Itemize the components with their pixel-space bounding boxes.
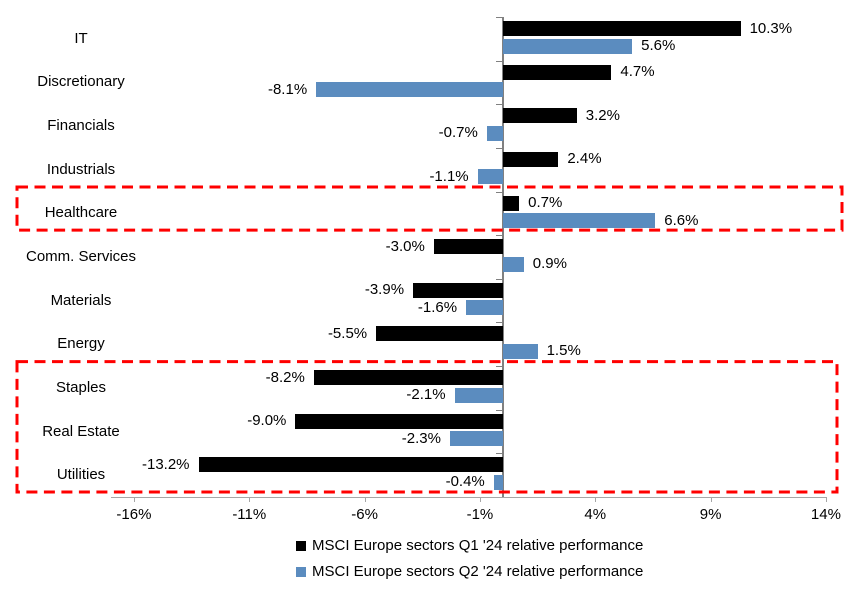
category-axis-tick (496, 104, 503, 106)
bar-value-label: 4.7% (620, 63, 655, 81)
bar-q2 (503, 38, 633, 54)
bar-q2 (486, 125, 503, 141)
bar-q2 (503, 343, 538, 359)
bar-q1 (376, 326, 503, 342)
bar-q1 (198, 457, 503, 473)
category-label: Materials (50, 291, 112, 309)
category-axis-tick (496, 366, 503, 368)
category-label: Energy (57, 335, 105, 353)
bar-q1 (503, 151, 559, 167)
bar-q2 (477, 169, 503, 185)
legend-item: MSCI Europe sectors Q1 '24 relative perf… (296, 537, 643, 555)
bar-value-label: -1.1% (429, 167, 469, 185)
legend-swatch-q2 (296, 567, 306, 577)
x-axis-tick (710, 497, 712, 502)
bar-q1 (295, 413, 503, 429)
bar-value-label: -8.1% (267, 80, 308, 98)
category-axis-tick (496, 278, 503, 280)
category-label: Financials (47, 117, 115, 135)
x-axis-tick (249, 497, 251, 502)
category-axis-tick (496, 191, 503, 193)
bar-q1 (503, 108, 577, 124)
bar-q1 (503, 64, 612, 80)
bar-value-label: -13.2% (141, 455, 190, 473)
category-label: Industrials (46, 160, 116, 178)
category-axis-tick (496, 147, 503, 149)
bar-value-label: 0.9% (532, 255, 567, 273)
x-axis-tick (364, 497, 366, 502)
bar-value-label: -3.0% (385, 237, 425, 255)
category-label: IT (74, 29, 88, 47)
x-tick-label: -11% (232, 506, 267, 523)
bar-q2 (493, 474, 503, 490)
category-label: Staples (55, 378, 107, 396)
bar-value-label: -0.7% (438, 124, 478, 142)
bar-value-label: 2.4% (567, 150, 602, 168)
category-axis-tick (496, 60, 503, 62)
x-tick-label: 4% (584, 506, 607, 523)
bar-value-label: 6.6% (664, 211, 699, 229)
bar-value-label: 1.5% (546, 342, 581, 360)
bar-value-label: -2.1% (406, 386, 446, 404)
bar-value-label: 5.6% (641, 37, 676, 54)
x-tick-label: 14% (810, 506, 841, 523)
bar-q2 (503, 256, 524, 272)
bar-q1 (433, 239, 503, 255)
bar-value-label: -8.2% (265, 368, 305, 386)
category-label: Healthcare (44, 204, 118, 222)
legend-swatch-q1 (296, 541, 306, 551)
legend-item: MSCI Europe sectors Q2 '24 relative perf… (296, 563, 643, 581)
category-label: Discretionary (37, 73, 125, 91)
category-label: Real Estate (42, 422, 120, 440)
bar-q2 (454, 387, 503, 403)
bar-q2 (449, 431, 503, 447)
x-axis-tick (133, 497, 135, 502)
bar-value-label: 0.7% (528, 194, 563, 212)
bar-value-label: -0.4% (445, 473, 485, 491)
x-axis-line (110, 497, 826, 498)
x-axis-tick (595, 497, 597, 502)
bar-q2 (466, 300, 503, 316)
bar-value-label: 10.3% (749, 19, 793, 37)
x-axis-tick (479, 497, 481, 502)
bar-q1 (503, 21, 741, 36)
x-tick-label: -1% (466, 506, 494, 523)
bar-q1 (313, 370, 503, 386)
x-tick-label: -16% (116, 506, 152, 523)
bar-value-label: -2.3% (401, 429, 441, 447)
legend-label: MSCI Europe sectors Q1 '24 relative perf… (312, 537, 644, 554)
category-axis-tick (496, 17, 503, 18)
bar-q2 (316, 82, 503, 98)
bar-value-label: -1.6% (417, 298, 458, 316)
category-axis-tick (496, 235, 503, 237)
bar-q2 (503, 213, 656, 229)
category-axis-tick (496, 453, 503, 455)
bar-q1 (413, 282, 503, 298)
bar-value-label: -9.0% (247, 412, 287, 430)
category-axis-tick (496, 409, 503, 411)
x-tick-label: 9% (699, 506, 722, 523)
bar-value-label: 3.2% (585, 106, 620, 124)
bar-value-label: -3.9% (364, 281, 405, 299)
x-tick-label: -6% (351, 506, 378, 523)
bar-value-label: -5.5% (327, 324, 368, 342)
bar-q1 (503, 195, 520, 211)
category-label: Comm. Services (25, 248, 137, 265)
x-axis-tick (825, 497, 827, 502)
legend-label: MSCI Europe sectors Q2 '24 relative perf… (312, 563, 644, 580)
category-axis-tick (496, 322, 503, 324)
value-axis-line (501, 17, 504, 497)
